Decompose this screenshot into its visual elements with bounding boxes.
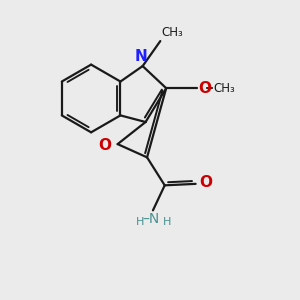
Text: H: H <box>136 217 145 227</box>
Text: CH₃: CH₃ <box>162 26 184 39</box>
Text: H: H <box>163 217 172 227</box>
Text: O: O <box>98 138 111 153</box>
Text: CH₃: CH₃ <box>213 82 235 95</box>
Text: O: O <box>199 81 212 96</box>
Text: –N: –N <box>143 212 160 226</box>
Text: N: N <box>135 49 148 64</box>
Text: O: O <box>199 175 212 190</box>
